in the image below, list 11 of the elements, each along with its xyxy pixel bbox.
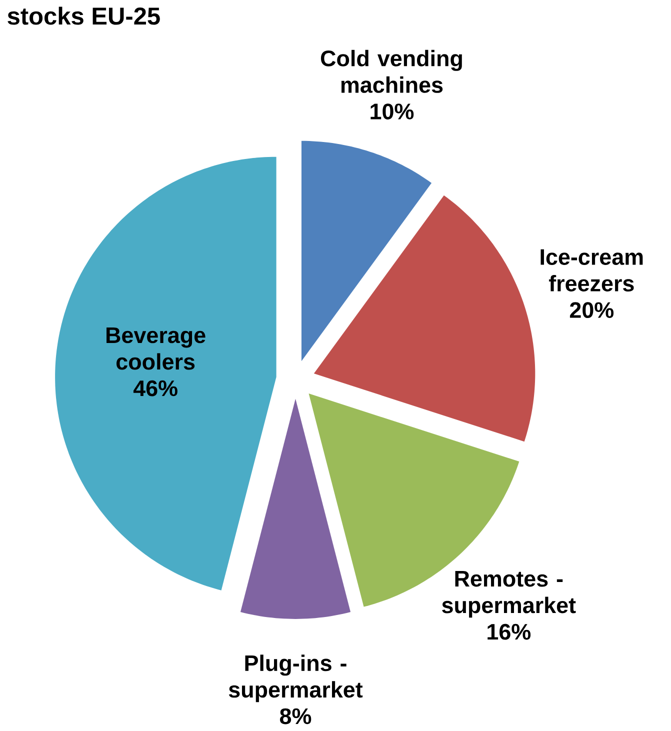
data-label: 20% (570, 302, 614, 318)
slice-label: Remotes - supermarket (442, 571, 576, 618)
data-label: 10% (370, 104, 414, 120)
slice-label: Plug-ins - supermarket (228, 654, 363, 702)
slice-label: Cold vending machines (320, 50, 462, 93)
data-label: 46% (133, 380, 178, 396)
data-label: 8% (280, 708, 312, 724)
chart-title: stocks EU-25 (8, 6, 160, 25)
data-label: 16% (488, 624, 531, 640)
slice-label: Beverage coolers (106, 328, 206, 370)
slice-label: Ice-cream freezers (540, 249, 643, 292)
